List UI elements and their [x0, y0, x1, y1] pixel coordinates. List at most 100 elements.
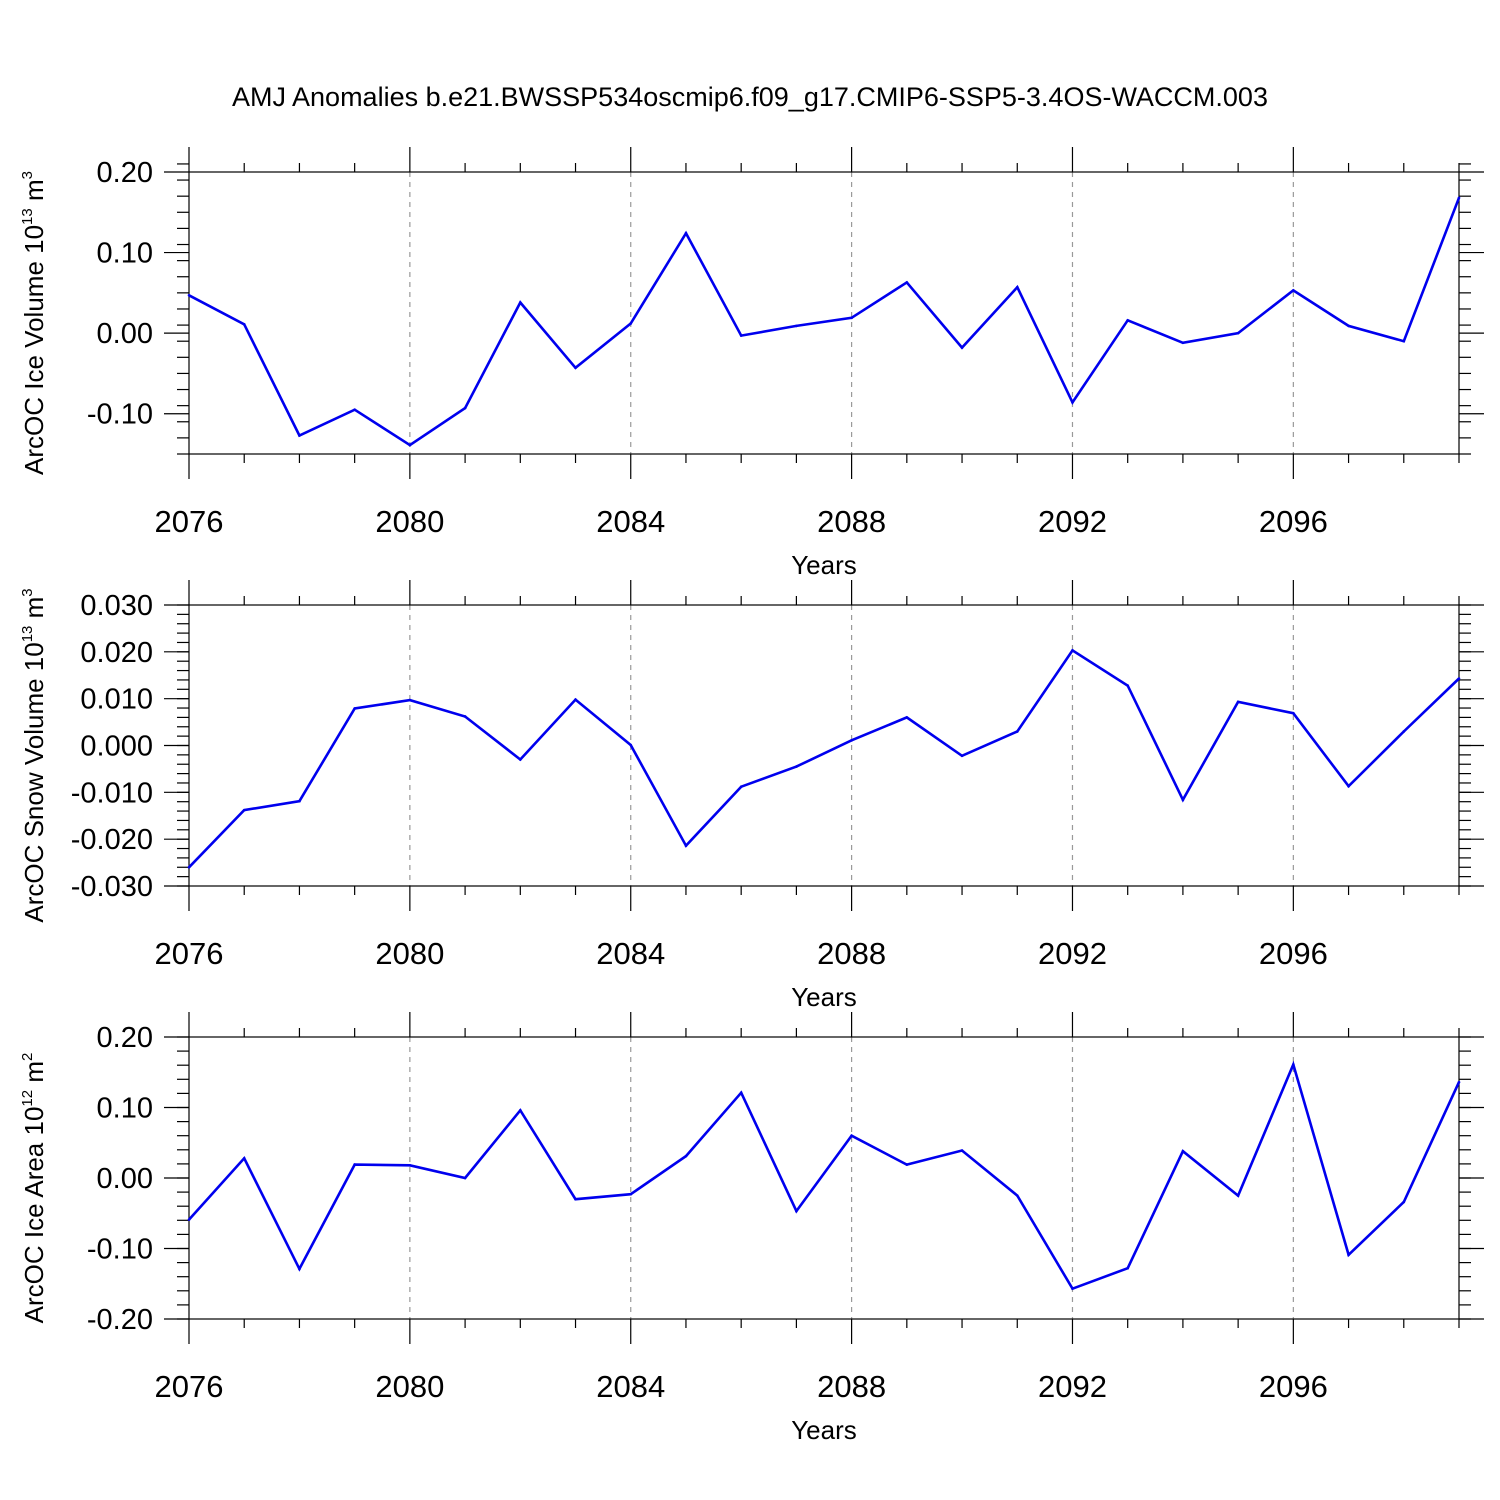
x-tick-label: 2092	[1038, 504, 1107, 539]
data-point-2093	[1126, 318, 1129, 322]
data-point-2080	[408, 698, 412, 702]
plot-frame	[188, 1036, 1460, 1320]
y-tick-label: -0.030	[71, 871, 153, 903]
data-point-2082	[519, 301, 522, 304]
data-point-2076	[187, 1218, 191, 1221]
data-point-2087	[795, 324, 798, 328]
y-tick-label: 0.030	[80, 590, 153, 622]
x-tick-label: 2096	[1259, 936, 1328, 971]
x-tick-label: 2076	[155, 504, 224, 539]
data-point-2090	[960, 346, 964, 349]
panel-3: 0.20 0.10 0.00 -0.10 -0.20 2076 2080 2084 2088 20…	[19, 1012, 1484, 1445]
y-axis-title-unit-exponent: 2	[19, 1053, 36, 1061]
data-point-2085	[684, 231, 688, 235]
data-point-2094	[1181, 341, 1185, 345]
data-point-2097	[1347, 784, 1350, 788]
data-point-2079	[353, 408, 356, 411]
y-axis-title-unit: m	[19, 597, 49, 626]
data-point-2081	[463, 1176, 467, 1180]
data-point-2099	[1457, 677, 1461, 680]
data-point-2093	[1126, 1266, 1129, 1270]
data-point-2083	[574, 698, 577, 701]
data-point-2091	[1015, 1194, 1019, 1197]
data-point-2092	[1071, 401, 1074, 404]
data-point-2076	[187, 293, 191, 297]
y-tick-label: 0.20	[97, 1022, 153, 1054]
x-tick-label: 2088	[817, 1369, 886, 1404]
y-axis-title-unit-exponent: 3	[19, 588, 36, 596]
data-point-2089	[905, 1163, 909, 1166]
data-point-2080	[408, 1164, 412, 1167]
data-point-2079	[353, 707, 356, 710]
data-point-2098	[1402, 339, 1406, 343]
y-axis-title-text: ArcOC Ice Area 10	[19, 1107, 49, 1324]
data-point-2078	[298, 1267, 301, 1271]
data-point-2084	[629, 1192, 633, 1196]
data-point-2079	[353, 1163, 356, 1166]
data-point-2090	[960, 1149, 964, 1152]
y-tick-label: 0.020	[80, 637, 153, 669]
data-point-2092	[1071, 1287, 1074, 1290]
x-tick-label: 2080	[375, 1369, 444, 1404]
y-axis-title-unit-exponent: 3	[19, 171, 36, 179]
y-tick-label: -0.020	[71, 824, 153, 856]
y-tick-label: 0.010	[80, 684, 153, 716]
data-point-2086	[739, 334, 743, 337]
y-axis-title-exponent: 13	[19, 208, 36, 225]
y-tick-label: 0.00	[97, 318, 153, 350]
y-tick-label: -0.20	[87, 1304, 153, 1336]
data-point-2076	[187, 865, 191, 869]
data-point-2081	[463, 406, 467, 410]
data-point-2077	[242, 808, 246, 812]
y-tick-label: 0.00	[97, 1163, 153, 1195]
x-axis-title: Years	[791, 982, 857, 1012]
series-line	[188, 1060, 1461, 1291]
y-tick-label: 0.000	[80, 731, 153, 763]
y-axis-title-exponent: 13	[19, 626, 36, 643]
figure-title: AMJ Anomalies b.e21.BWSSP534oscmip6.f09_…	[232, 82, 1268, 112]
data-point-2094	[1181, 1149, 1185, 1153]
data-point-2088	[850, 1134, 853, 1137]
data-point-2089	[905, 281, 909, 284]
panel-1: 0.20 0.10 0.00 -0.10 2076 2080 2084 2088 2092 209…	[19, 147, 1484, 580]
x-tick-label: 2084	[596, 1369, 665, 1404]
data-point-2077	[242, 322, 246, 326]
series-line	[188, 648, 1460, 869]
y-axis-title-unit: m	[19, 1061, 49, 1090]
data-point-2092	[1071, 649, 1074, 652]
data-point-2081	[463, 715, 467, 718]
data-point-2077	[242, 1156, 246, 1160]
data-point-2095	[1236, 1194, 1240, 1197]
data-point-2080	[408, 443, 412, 447]
data-point-2097	[1347, 324, 1350, 328]
x-tick-label: 2076	[155, 1369, 224, 1404]
x-axis-title: Years	[791, 550, 857, 580]
data-point-2086	[739, 1091, 743, 1094]
data-point-2088	[850, 316, 853, 320]
y-axis-title: ArcOC Ice Volume 1013 m3	[19, 171, 49, 475]
y-tick-label: 0.20	[97, 157, 153, 189]
data-point-2090	[960, 754, 964, 758]
data-point-2099	[1457, 196, 1461, 200]
data-point-2091	[1015, 730, 1019, 733]
data-point-2083	[574, 1197, 577, 1201]
x-tick-label: 2084	[596, 504, 665, 539]
y-axis-title-unit: m	[19, 179, 49, 208]
y-axis-title-exponent: 12	[19, 1090, 36, 1107]
x-tick-label: 2080	[375, 504, 444, 539]
data-point-2091	[1015, 285, 1019, 289]
y-axis-title-text: ArcOC Ice Volume 10	[19, 225, 49, 475]
y-tick-label: -0.10	[87, 399, 153, 431]
data-point-2086	[739, 785, 743, 789]
data-point-2082	[519, 758, 522, 761]
x-axis-title: Years	[791, 1415, 857, 1445]
data-point-2087	[795, 1209, 798, 1213]
plot-frame	[188, 604, 1460, 887]
data-point-2098	[1402, 730, 1406, 733]
data-point-2093	[1126, 684, 1129, 687]
data-point-2094	[1181, 798, 1185, 802]
data-point-2078	[298, 799, 301, 803]
data-point-2084	[629, 322, 633, 325]
y-tick-label: 0.10	[97, 238, 153, 270]
data-point-2078	[298, 434, 301, 437]
